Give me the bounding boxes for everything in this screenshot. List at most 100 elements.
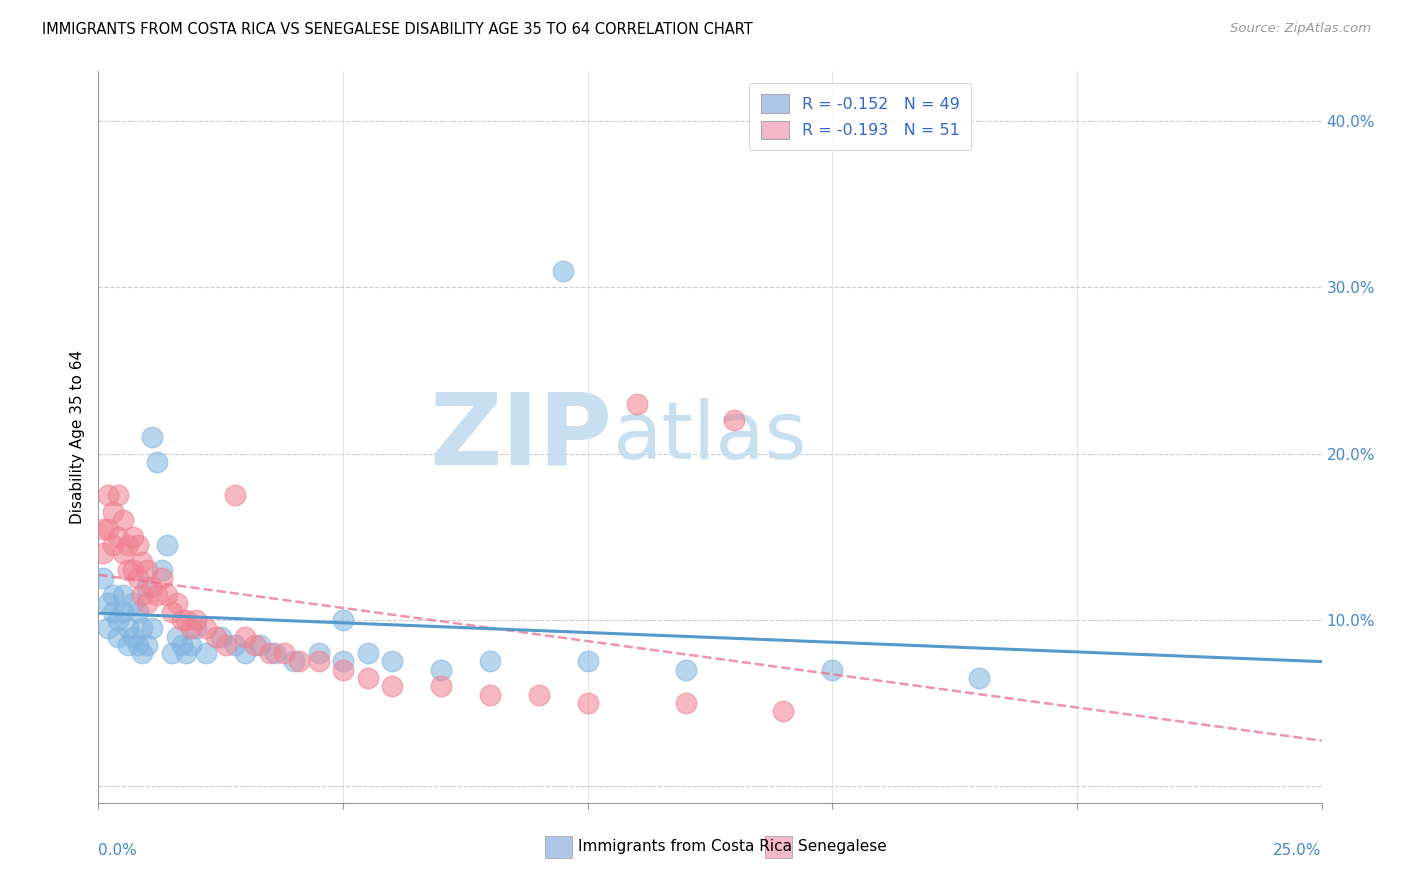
Point	[214, 638, 236, 652]
Point	[180, 621, 202, 635]
Point	[136, 638, 159, 652]
Point	[675, 696, 697, 710]
Text: 0.0%: 0.0%	[98, 843, 138, 858]
Point	[97, 488, 120, 502]
Point	[127, 571, 149, 585]
Point	[263, 646, 285, 660]
Point	[127, 638, 149, 652]
Point	[141, 621, 163, 635]
Point	[101, 505, 124, 519]
Point	[553, 264, 575, 278]
Point	[127, 538, 149, 552]
Point	[170, 638, 193, 652]
Point	[101, 588, 124, 602]
Point	[160, 646, 183, 660]
Point	[107, 530, 129, 544]
Point	[381, 655, 404, 669]
Point	[186, 621, 208, 635]
Point	[308, 655, 330, 669]
Point	[259, 646, 281, 660]
Point	[576, 696, 599, 710]
Point	[170, 613, 193, 627]
Point	[166, 630, 188, 644]
Point	[478, 655, 501, 669]
Text: atlas: atlas	[612, 398, 807, 476]
Point	[141, 580, 163, 594]
Point	[308, 646, 330, 660]
Point	[967, 671, 990, 685]
Point	[111, 546, 134, 560]
Point	[150, 563, 173, 577]
Point	[111, 588, 134, 602]
Point	[136, 580, 159, 594]
Point	[332, 663, 354, 677]
Text: IMMIGRANTS FROM COSTA RICA VS SENEGALESE DISABILITY AGE 35 TO 64 CORRELATION CHA: IMMIGRANTS FROM COSTA RICA VS SENEGALESE…	[42, 22, 754, 37]
Point	[131, 555, 153, 569]
Point	[576, 655, 599, 669]
Point	[111, 605, 134, 619]
Point	[107, 613, 129, 627]
Point	[209, 630, 232, 644]
Point	[176, 613, 198, 627]
Point	[97, 621, 120, 635]
Point	[156, 538, 179, 552]
Point	[249, 638, 271, 652]
Point	[131, 588, 153, 602]
Point	[117, 621, 139, 635]
Point	[381, 680, 404, 694]
Point	[91, 546, 114, 560]
Point	[195, 621, 218, 635]
Point	[111, 513, 134, 527]
Point	[332, 613, 354, 627]
Point	[356, 671, 378, 685]
Y-axis label: Disability Age 35 to 64: Disability Age 35 to 64	[70, 350, 86, 524]
Point	[97, 596, 120, 610]
Point	[478, 688, 501, 702]
Point	[195, 646, 218, 660]
Legend: R = -0.152   N = 49, R = -0.193   N = 51: R = -0.152 N = 49, R = -0.193 N = 51	[749, 83, 972, 150]
Point	[121, 530, 143, 544]
Point	[166, 596, 188, 610]
Point	[146, 455, 169, 469]
Point	[430, 680, 453, 694]
Point	[233, 646, 256, 660]
Point	[273, 646, 295, 660]
Point	[121, 630, 143, 644]
Text: Senegalese: Senegalese	[799, 839, 887, 855]
Point	[283, 655, 305, 669]
Point	[117, 563, 139, 577]
Point	[675, 663, 697, 677]
Point	[107, 630, 129, 644]
Point	[101, 538, 124, 552]
Point	[117, 538, 139, 552]
Point	[127, 605, 149, 619]
Text: 25.0%: 25.0%	[1274, 843, 1322, 858]
Point	[91, 521, 114, 535]
Point	[121, 563, 143, 577]
Point	[131, 621, 153, 635]
FancyBboxPatch shape	[546, 836, 572, 858]
Point	[224, 488, 246, 502]
Point	[117, 638, 139, 652]
Point	[821, 663, 844, 677]
Point	[205, 630, 228, 644]
Point	[233, 630, 256, 644]
Point	[146, 588, 169, 602]
Point	[288, 655, 311, 669]
Point	[723, 413, 745, 427]
Point	[527, 688, 550, 702]
Point	[243, 638, 266, 652]
Point	[107, 488, 129, 502]
Point	[121, 596, 143, 610]
Point	[176, 646, 198, 660]
Text: Immigrants from Costa Rica: Immigrants from Costa Rica	[578, 839, 792, 855]
Point	[160, 605, 183, 619]
Point	[180, 638, 202, 652]
Point	[150, 571, 173, 585]
Point	[430, 663, 453, 677]
Point	[356, 646, 378, 660]
Point	[186, 613, 208, 627]
FancyBboxPatch shape	[765, 836, 792, 858]
Point	[97, 521, 120, 535]
Point	[332, 655, 354, 669]
